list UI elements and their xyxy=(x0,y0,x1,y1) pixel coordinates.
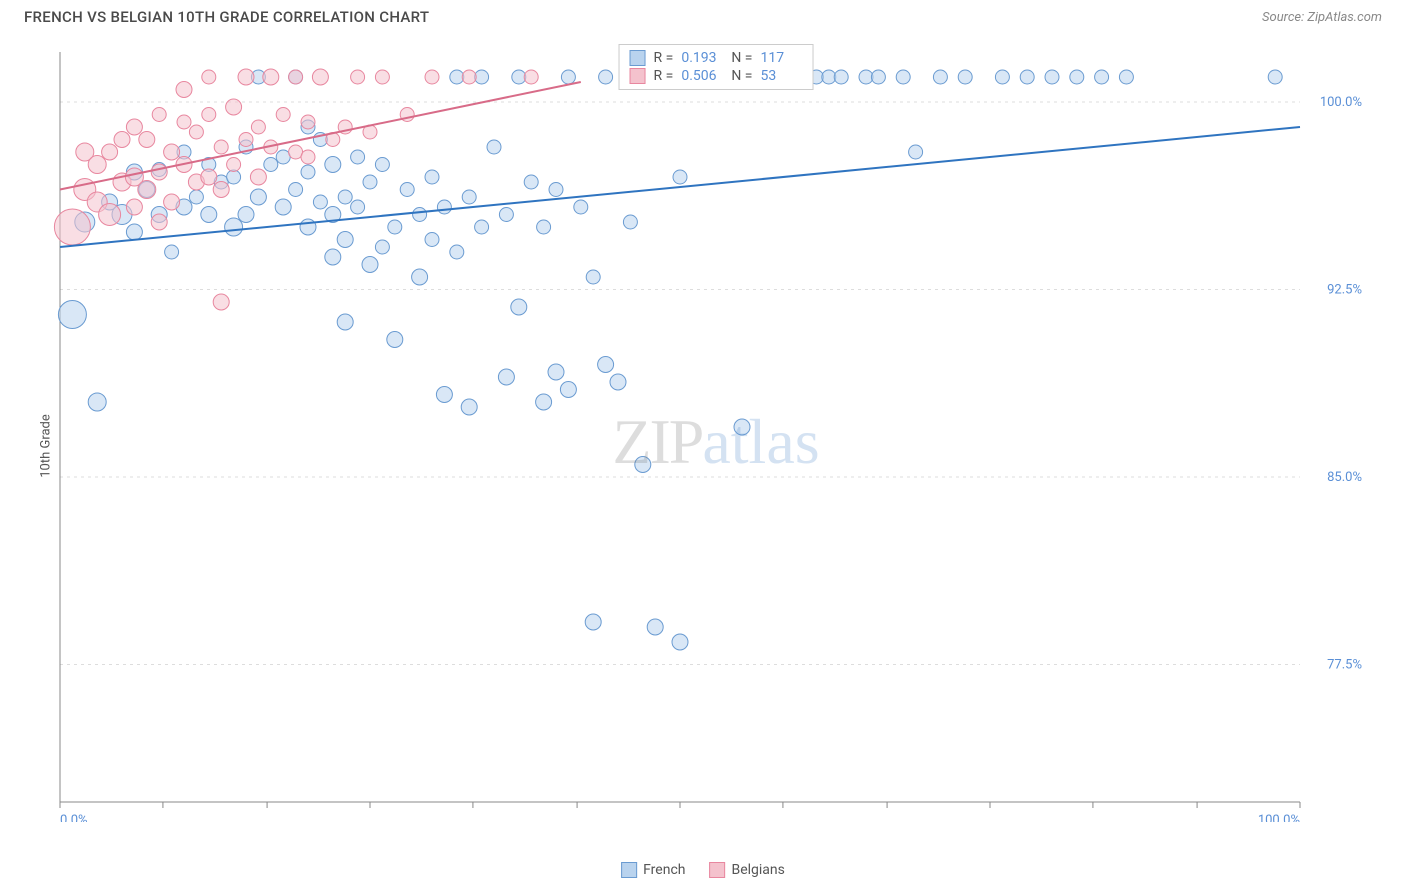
scatter-chart: 77.5% 85.0% 92.5% 100.0% 0.0% 100.0% xyxy=(50,42,1370,822)
chart-title: FRENCH VS BELGIAN 10TH GRADE CORRELATION… xyxy=(24,8,429,26)
svg-text:100.0%: 100.0% xyxy=(1258,813,1300,822)
legend-swatch xyxy=(621,862,637,878)
legend-swatch xyxy=(709,862,725,878)
series-name: Belgians xyxy=(731,862,784,878)
svg-text:0.0%: 0.0% xyxy=(60,813,88,822)
svg-text:92.5%: 92.5% xyxy=(1327,283,1362,298)
series-legend: French Belgians xyxy=(621,862,785,878)
svg-text:100.0%: 100.0% xyxy=(1320,95,1362,110)
legend-n-value: 53 xyxy=(760,68,802,84)
chart-area: 77.5%85.0%92.5%100.0%0.0%100.0% ZIPatlas… xyxy=(50,42,1382,842)
correlation-legend: R = 0.193 N = 117 R = 0.506 N = 53 xyxy=(619,44,814,90)
series-legend-item: French xyxy=(621,862,685,878)
source-attribution: Source: ZipAtlas.com xyxy=(1262,10,1382,25)
legend-swatch xyxy=(630,68,646,84)
legend-r-value: 0.193 xyxy=(681,50,723,66)
series-name: French xyxy=(643,862,685,878)
legend-n-label: N = xyxy=(731,68,752,84)
series-legend-item: Belgians xyxy=(709,862,784,878)
legend-row: R = 0.506 N = 53 xyxy=(630,67,803,85)
legend-r-label: R = xyxy=(654,68,674,84)
legend-r-value: 0.506 xyxy=(681,68,723,84)
legend-n-label: N = xyxy=(731,50,752,66)
legend-n-value: 117 xyxy=(760,50,802,66)
svg-text:77.5%: 77.5% xyxy=(1327,658,1362,673)
svg-text:85.0%: 85.0% xyxy=(1327,470,1362,485)
legend-row: R = 0.193 N = 117 xyxy=(630,49,803,67)
legend-r-label: R = xyxy=(654,50,674,66)
legend-swatch xyxy=(630,50,646,66)
